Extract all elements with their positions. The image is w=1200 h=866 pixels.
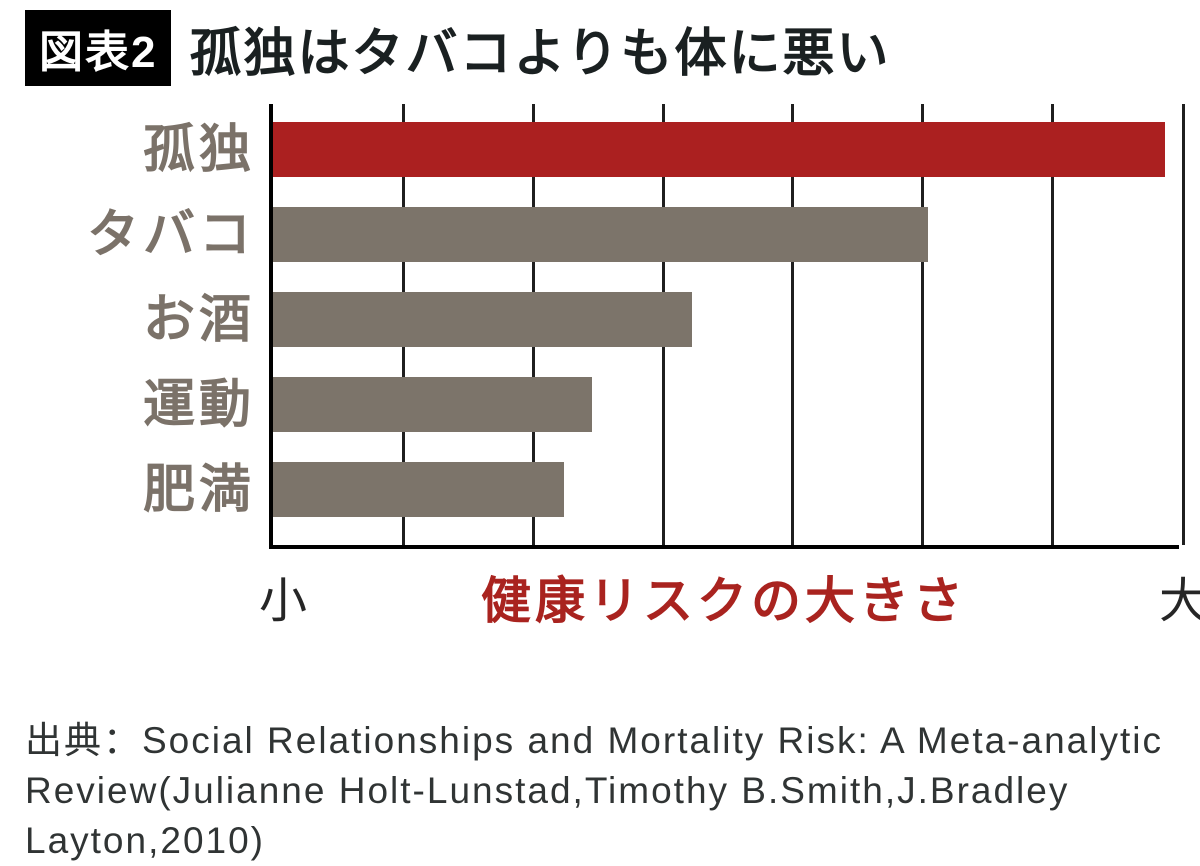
chart-header: 図表2 孤独はタバコよりも体に悪い — [25, 10, 1175, 86]
y-axis-label: 孤独 — [35, 124, 255, 176]
y-axis-label: お酒 — [35, 294, 255, 346]
chart: 孤独タバコお酒運動肥満 小 健康リスクの大きさ 大 — [35, 104, 1175, 621]
bar — [273, 207, 928, 262]
source-citation: 出典：Social Relationships and Mortality Ri… — [25, 716, 1175, 866]
bar — [273, 122, 1165, 177]
bar — [273, 377, 592, 432]
bar — [273, 462, 564, 517]
chart-title: 孤独はタバコよりも体に悪い — [189, 11, 890, 86]
y-axis-label: 運動 — [35, 379, 255, 431]
y-axis-label: 肥満 — [35, 464, 255, 516]
y-axis-label: タバコ — [35, 209, 255, 261]
bar — [273, 292, 692, 347]
figure-badge: 図表2 — [25, 10, 171, 86]
plot-area — [269, 104, 1179, 549]
x-axis-title: 健康リスクの大きさ — [269, 561, 1179, 633]
gridline — [1182, 104, 1185, 545]
x-axis-max-label: 大 — [1159, 561, 1200, 631]
x-axis: 小 健康リスクの大きさ 大 — [269, 561, 1179, 621]
